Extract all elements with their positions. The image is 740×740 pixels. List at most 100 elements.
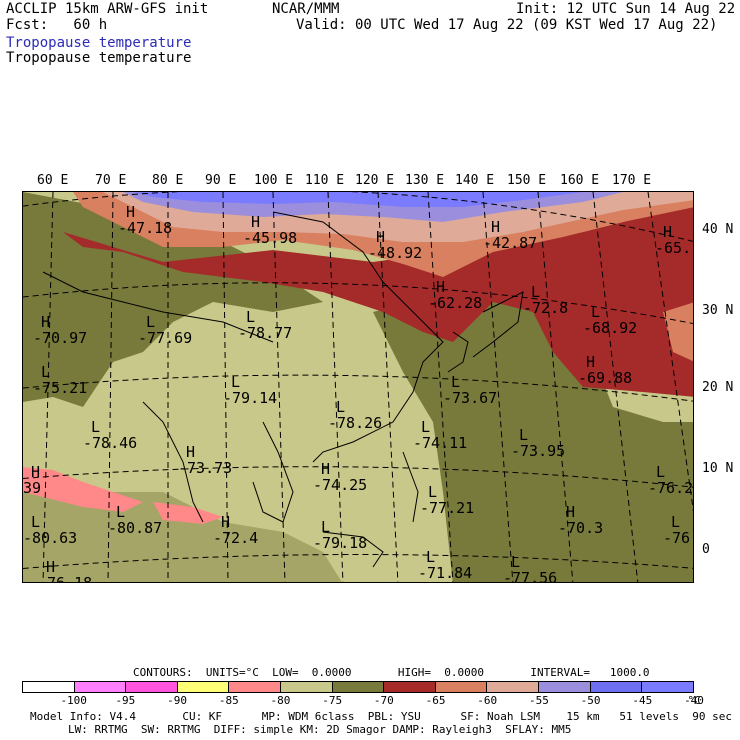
lon-label: 140 E xyxy=(455,173,495,188)
extremum-type: H xyxy=(566,503,575,521)
extrema-labels: H-47.18 H-45.98 H-48.92H-42.87H-65.H-62.28… xyxy=(23,203,693,583)
extremum-value: -73.73 xyxy=(178,459,232,477)
colorbar-label: -75 xyxy=(322,694,343,707)
coastline-indochina xyxy=(252,421,294,523)
lon-label: 60 E xyxy=(37,173,69,188)
border-central-asia xyxy=(42,271,274,343)
extremum-value: -73.67 xyxy=(443,389,497,407)
extremum-value: -79.18 xyxy=(313,534,367,552)
extremum-value: 39 xyxy=(23,479,41,497)
colorbar-swatch xyxy=(642,682,693,692)
lon-label: 150 E xyxy=(507,173,547,188)
colorbar-swatch xyxy=(384,682,436,692)
coastline-china xyxy=(272,211,444,463)
meridian-160e xyxy=(592,192,639,582)
extremum-type: H xyxy=(126,203,135,221)
forecast-hour: Fcst: 60 h xyxy=(6,17,108,33)
physics-info: LW: RRTMG SW: RRTMG DIFF: simple KM: 2D … xyxy=(68,723,572,736)
extremum-type: L xyxy=(146,313,155,331)
lat-label: 20 N xyxy=(702,380,734,395)
extremum-type: L xyxy=(336,398,345,416)
meridian-90e xyxy=(222,192,229,582)
init-time: Init: 12 UTC Sun 14 Aug 22 xyxy=(516,1,736,17)
extremum-type: H xyxy=(31,463,40,481)
colorbar-swatch xyxy=(487,682,540,692)
extremum-type: L xyxy=(519,426,528,444)
colorbar-swatch xyxy=(177,682,230,692)
colorbar-label: -40 xyxy=(684,694,704,707)
extremum-type: L xyxy=(656,463,665,481)
extremum-value: -47.18 xyxy=(118,219,172,237)
lat-label: 0 xyxy=(702,542,710,557)
extremum-value: -80.63 xyxy=(23,529,77,547)
lon-label: 160 E xyxy=(560,173,600,188)
extremum-value: -73.95 xyxy=(511,442,565,460)
model-info: Model Info: V4.4 CU: KF MP: WDM 6class P… xyxy=(30,710,732,723)
extremum-type: L xyxy=(246,308,255,326)
extremum-type: H xyxy=(251,213,260,231)
map-panel: H -47.18 H -45.98 H -48.92 H -42.87 H -65. H -62.28… xyxy=(22,191,694,583)
coastlines xyxy=(42,211,524,568)
shade-brownred-band xyxy=(63,202,693,397)
extremum-type: H xyxy=(436,278,445,296)
extremum-type: L xyxy=(671,513,680,531)
extremum-type: L xyxy=(531,283,540,301)
colorbar-label: -85 xyxy=(218,694,239,707)
extremum-type: H xyxy=(186,443,195,461)
lat-label: 30 N xyxy=(702,303,734,318)
extremum-value: -77.56 xyxy=(503,569,557,583)
colorbar-swatch xyxy=(23,682,75,692)
meridian-100e xyxy=(272,192,286,582)
lon-label: 100 E xyxy=(254,173,294,188)
lon-label: 130 E xyxy=(405,173,445,188)
shade-pink-patch-2 xyxy=(153,502,223,524)
shade-olive-east xyxy=(373,282,693,582)
colorbar-label: -55 xyxy=(528,694,549,707)
lon-label: 80 E xyxy=(152,173,184,188)
extremum-type: L xyxy=(91,418,100,436)
lon-label: 110 E xyxy=(305,173,345,188)
extremum-value: -72.4 xyxy=(213,529,258,547)
extremum-value: -78.26 xyxy=(328,414,382,432)
colorbar-swatch xyxy=(126,682,178,692)
lat-label: 40 N xyxy=(702,222,734,237)
extremum-type: H xyxy=(46,558,55,576)
colorbar-label: -45 xyxy=(632,694,653,707)
coastline-japan xyxy=(472,291,524,358)
extremum-value: -42.87 xyxy=(483,234,537,252)
meridian-60e xyxy=(42,192,54,582)
extremum-value: -48.92 xyxy=(368,244,422,262)
extremum-type: L xyxy=(428,483,437,501)
extremum-value: -76.18 xyxy=(38,574,92,583)
extremum-value: -80.87 xyxy=(108,519,162,537)
extremum-value: -65. xyxy=(655,239,691,257)
colorbar-label: -95 xyxy=(115,694,136,707)
extremum-type: L xyxy=(321,518,330,536)
model-title: ACCLIP 15km ARW-GFS init xyxy=(6,1,209,17)
coastline-borneo xyxy=(322,531,384,568)
extremum-value: -72.8 xyxy=(523,299,568,317)
meridian-150e xyxy=(537,192,574,582)
colorbar-swatch xyxy=(229,682,282,692)
colorbar-label: -65 xyxy=(425,694,446,707)
extremum-type: H xyxy=(376,228,385,246)
meridian-120e xyxy=(377,192,399,582)
coastline-korea xyxy=(447,331,469,373)
extremum-type: L xyxy=(116,503,125,521)
lon-label: 90 E xyxy=(205,173,237,188)
extremum-type: L xyxy=(231,373,240,391)
extremum-value: -68.92 xyxy=(583,319,637,337)
colorbar-swatch xyxy=(281,682,333,692)
parallel-0 xyxy=(23,554,693,569)
extremum-value: -77.69 xyxy=(138,329,192,347)
extremum-value: -77.21 xyxy=(420,499,474,517)
coastline-philippines xyxy=(402,451,419,523)
extremum-type: L xyxy=(31,513,40,531)
lat-label: 10 N xyxy=(702,461,734,476)
shade-pink-patch-1 xyxy=(23,467,143,512)
coastline-india xyxy=(142,401,204,523)
extremum-value: -74.11 xyxy=(413,434,467,452)
extremum-value: -79.14 xyxy=(223,389,277,407)
extremum-type: L xyxy=(426,548,435,566)
extremum-type: L xyxy=(591,303,600,321)
